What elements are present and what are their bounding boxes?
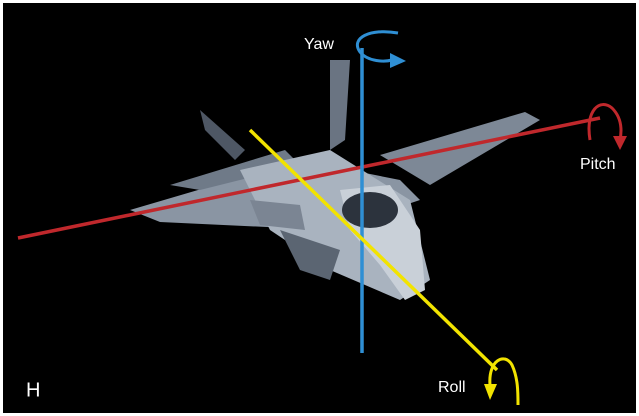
page: Yaw Pitch Roll H (() => { const data = J… xyxy=(0,0,639,416)
yaw-label: Yaw xyxy=(304,36,334,53)
figure: Yaw Pitch Roll H xyxy=(0,0,639,416)
panel-label: H xyxy=(26,379,40,401)
roll-label: Roll xyxy=(438,379,466,396)
pitch-label: Pitch xyxy=(580,156,616,173)
